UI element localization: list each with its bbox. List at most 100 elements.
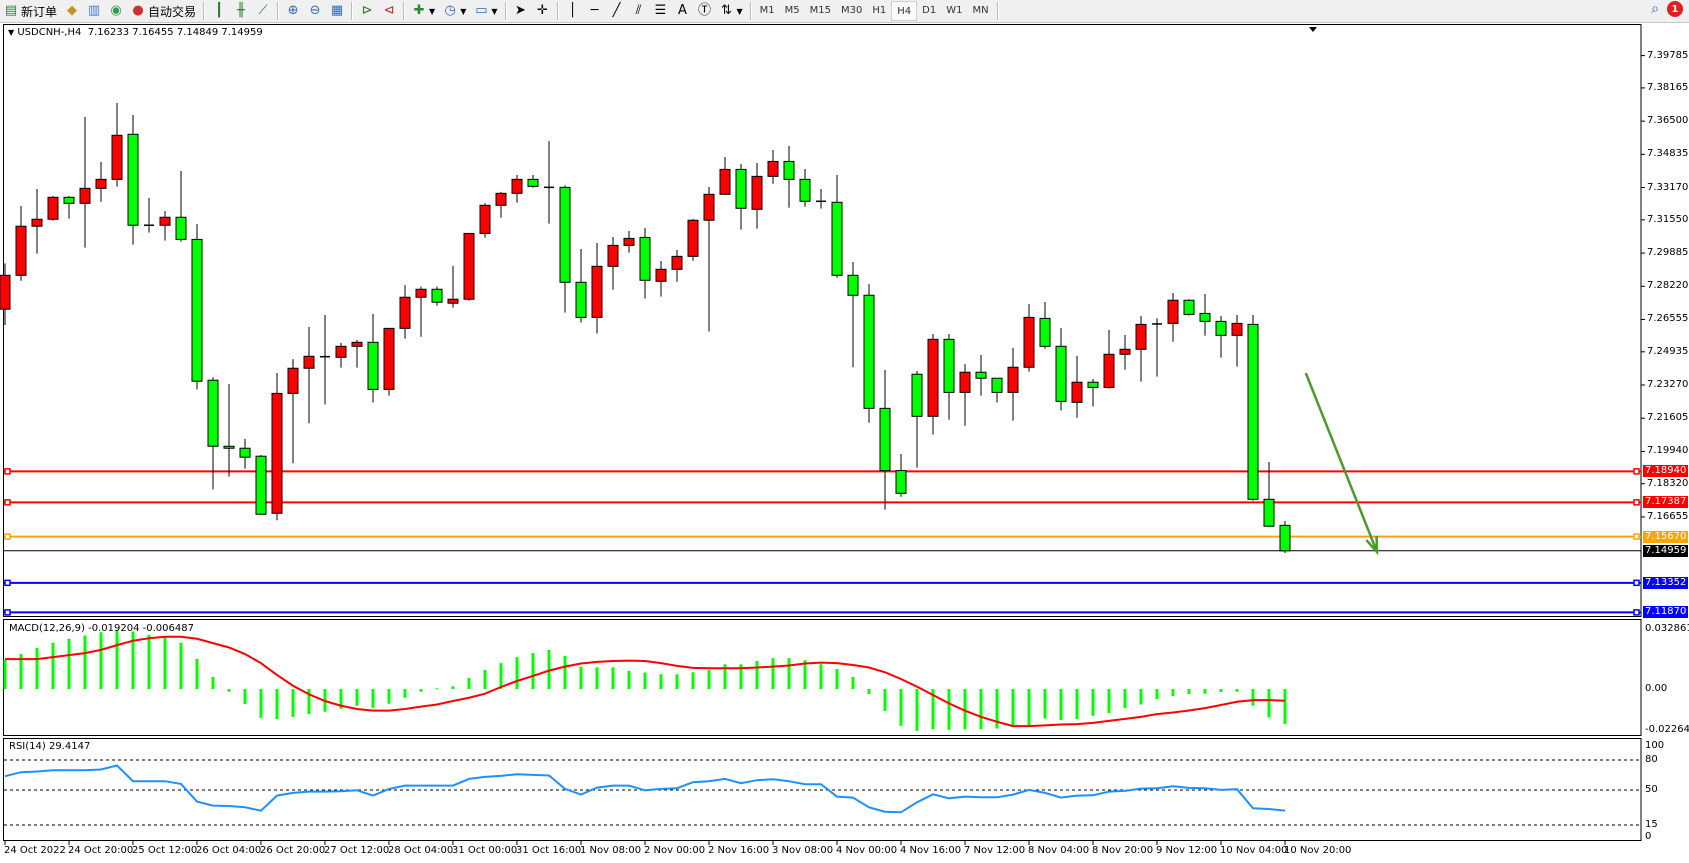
candle-bearish: [1087, 381, 1099, 388]
time-axis-label: 8 Nov 20:00: [1092, 845, 1154, 856]
zoom-in-button[interactable]: ⊕: [282, 1, 304, 21]
crosshair-button[interactable]: ✛: [532, 1, 554, 21]
symbol-label: USDCNH-,H4: [17, 27, 82, 38]
fibonacci-button[interactable]: ⫽: [628, 1, 650, 21]
candle-bullish: [1119, 348, 1131, 355]
level-handle: [4, 468, 11, 475]
macd-histogram-bar: [195, 658, 199, 689]
time-axis-label: 7 Nov 12:00: [964, 845, 1026, 856]
autoscroll-button[interactable]: ⊲: [378, 1, 400, 21]
macd-histogram-bar: [387, 689, 391, 704]
bar-chart-button[interactable]: ┃: [208, 1, 230, 21]
macd-histogram-bar: [787, 658, 791, 689]
candle-bearish: [127, 133, 139, 226]
candle-bearish: [991, 377, 1003, 393]
arrows-button[interactable]: ⇅ ▼: [716, 1, 747, 21]
price-tick-label: 7.29885: [1647, 247, 1689, 259]
candlestick-icon: ╫: [237, 3, 245, 18]
candle-bullish: [1007, 366, 1019, 393]
market-watch-button[interactable]: ▥: [83, 1, 105, 21]
price-tick-label: 7.21605: [1647, 412, 1689, 424]
fibo-fan-button[interactable]: ☰: [650, 1, 672, 21]
time-axis-label: 26 Oct 20:00: [260, 845, 326, 856]
gold-button[interactable]: ◆: [61, 1, 83, 21]
trendline-icon: ╱: [612, 3, 621, 18]
price-tick-label: 7.36500: [1647, 115, 1689, 127]
toolbar-divider: [504, 2, 507, 20]
macd-histogram-bar: [931, 689, 935, 730]
timeframe-d1[interactable]: D1: [922, 4, 937, 16]
time-axis-label: 10 Nov 20:00: [1284, 845, 1352, 856]
timeframe-m5[interactable]: M5: [784, 4, 800, 16]
timeframe-h4[interactable]: H4: [891, 1, 918, 21]
macd-histogram-bar: [547, 649, 551, 689]
cursor-button[interactable]: ➤: [510, 1, 532, 21]
candle-bearish: [367, 341, 379, 390]
timeframe-m30[interactable]: M30: [841, 4, 863, 16]
candle-bullish: [15, 225, 27, 276]
candle-bullish: [591, 265, 603, 318]
timeframe-h1[interactable]: H1: [872, 4, 887, 16]
zoom-in-icon: ⊕: [287, 3, 299, 18]
auto-trading-button[interactable]: ● 自动交易: [127, 1, 200, 21]
macd-histogram-bar: [883, 689, 887, 712]
macd-histogram-bar: [1187, 689, 1191, 695]
level-price-label: 7.17387: [1643, 496, 1689, 509]
text-button[interactable]: A: [672, 1, 694, 21]
candle-bearish: [207, 379, 219, 447]
open-value: 7.16233: [87, 27, 130, 38]
candle-bearish: [831, 201, 843, 276]
macd-histogram-bar: [499, 663, 503, 689]
timeframe-m1[interactable]: M1: [759, 4, 775, 16]
collapse-triangle-icon[interactable]: ▼: [8, 28, 15, 37]
macd-histogram-bar: [1155, 689, 1159, 700]
timeframe-w1[interactable]: W1: [946, 4, 963, 16]
macd-histogram-bar: [1059, 689, 1063, 721]
chart-shift-button[interactable]: ⊳: [356, 1, 378, 21]
candlestick-button[interactable]: ╫: [230, 1, 252, 21]
macd-histogram-bar: [35, 647, 39, 689]
macd-histogram-bar: [819, 664, 823, 689]
new-order-button[interactable]: ▤ 新订单: [0, 1, 61, 21]
time-axis-label: 3 Nov 08:00: [772, 845, 834, 856]
horizontal-line-button[interactable]: ─: [584, 1, 606, 21]
trendline-button[interactable]: ╱: [606, 1, 628, 21]
tile-windows-icon: ▦: [330, 3, 344, 18]
candle-bullish: [383, 327, 395, 390]
indicators-button[interactable]: ✚ ▼: [408, 1, 439, 21]
chart-canvas[interactable]: [0, 23, 1689, 863]
macd-histogram-bar: [627, 670, 631, 689]
text-label-button[interactable]: Ⓣ: [694, 1, 716, 21]
tile-windows-button[interactable]: ▦: [326, 1, 348, 21]
periods-button[interactable]: ◷ ▼: [439, 1, 470, 21]
candle-bullish: [927, 338, 939, 417]
vertical-line-button[interactable]: │: [562, 1, 584, 21]
zoom-out-button[interactable]: ⊖: [304, 1, 326, 21]
level-handle: [1633, 468, 1640, 475]
candle-bearish: [239, 447, 251, 458]
candle-bullish: [751, 175, 763, 210]
signals-button[interactable]: ◉: [105, 1, 127, 21]
search-icon[interactable]: ⌕: [1651, 1, 1659, 17]
macd-histogram-bar: [419, 689, 423, 692]
crosshair-icon: ✛: [537, 3, 548, 18]
candle-bullish: [479, 204, 491, 234]
timeframe-mn[interactable]: MN: [972, 4, 989, 16]
notification-badge[interactable]: 1: [1667, 1, 1683, 17]
chart-window[interactable]: ▼ USDCNH-,H4 7.16233 7.16455 7.14849 7.1…: [0, 23, 1689, 863]
text-icon: A: [678, 3, 687, 18]
timeframe-m15[interactable]: M15: [809, 4, 832, 16]
chevron-down-icon: ▼: [429, 6, 436, 16]
candle-bearish: [191, 238, 203, 382]
macd-histogram-bar: [995, 689, 999, 729]
candle-bullish: [1231, 322, 1243, 336]
macd-histogram-bar: [1235, 689, 1239, 692]
price-tick-label: 7.19940: [1647, 445, 1689, 457]
macd-histogram-bar: [67, 638, 71, 689]
time-axis-label: 31 Oct 16:00: [516, 845, 582, 856]
templates-button[interactable]: ▭ ▼: [470, 1, 501, 21]
autoscroll-icon: ⊲: [383, 3, 395, 18]
line-chart-button[interactable]: ⟋: [252, 1, 274, 21]
horizontal-line-icon: ─: [590, 3, 599, 18]
macd-histogram-bar: [595, 667, 599, 689]
